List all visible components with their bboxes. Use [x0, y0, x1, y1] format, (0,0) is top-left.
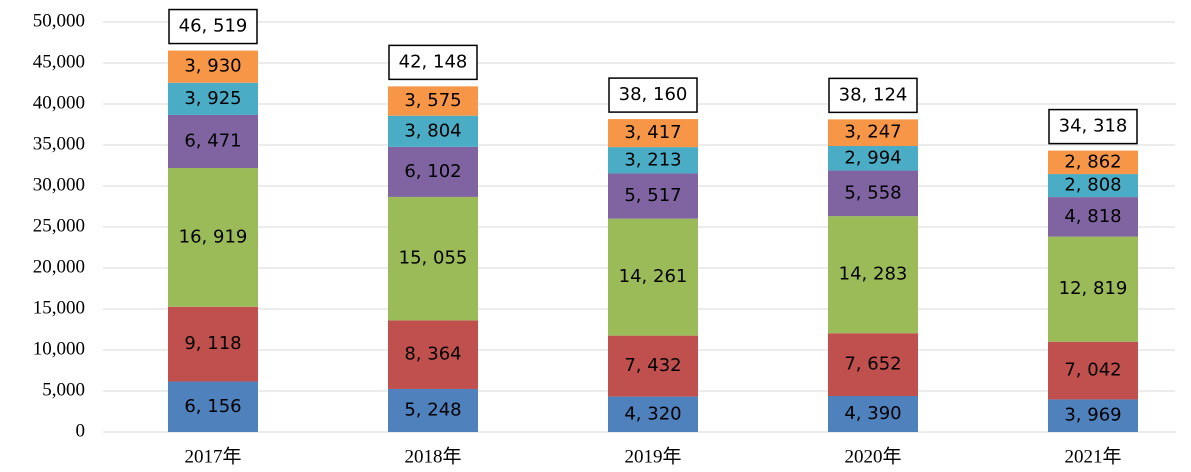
segment-label: 3, 247 [844, 122, 901, 143]
segment-label: 3, 575 [404, 90, 461, 111]
y-tick-label: 5,000 [42, 379, 85, 400]
total-box [168, 8, 258, 45]
total-label: 42, 148 [399, 51, 468, 72]
bar-segment [1048, 399, 1138, 432]
bar-segment [608, 119, 698, 148]
segment-label: 3, 925 [184, 88, 241, 109]
x-tick-label: 2017年 [184, 445, 241, 467]
total-box [388, 44, 478, 81]
bar-segment [388, 320, 478, 389]
total-label: 46, 519 [179, 16, 248, 37]
segment-label: 2, 808 [1064, 175, 1121, 196]
bar-segment [168, 82, 258, 115]
x-tick-label: 2021年 [1064, 445, 1121, 467]
segment-label: 6, 102 [404, 161, 461, 182]
bar-segment [168, 50, 258, 83]
segment-label: 4, 320 [624, 403, 681, 424]
segment-label: 7, 432 [624, 355, 681, 376]
bar-segment [608, 218, 698, 336]
segment-label: 2, 862 [1064, 151, 1121, 172]
total-label: 38, 124 [839, 84, 908, 105]
segment-label: 4, 390 [844, 403, 901, 424]
segment-label: 9, 118 [184, 333, 241, 354]
bar-segment [388, 86, 478, 116]
bar-segment [1048, 197, 1138, 237]
y-tick-label: 35,000 [33, 133, 85, 154]
bar-segment [828, 170, 918, 217]
y-tick-label: 10,000 [33, 338, 85, 359]
bar-segment [168, 306, 258, 382]
bar-segment [388, 388, 478, 432]
bar-segment [608, 173, 698, 219]
y-tick-label: 25,000 [33, 215, 85, 236]
segment-label: 4, 818 [1064, 206, 1121, 227]
segment-label: 6, 471 [184, 130, 241, 151]
segment-label: 14, 283 [839, 264, 908, 285]
segment-label: 2, 994 [844, 147, 901, 168]
total-label: 34, 318 [1059, 116, 1128, 137]
bar-segment [1048, 174, 1138, 198]
segment-label: 16, 919 [179, 226, 248, 247]
segment-label: 6, 156 [184, 396, 241, 417]
total-label: 38, 160 [619, 84, 688, 105]
y-tick-label: 0 [76, 420, 86, 441]
bar-segment [388, 196, 478, 321]
bar-segment [608, 147, 698, 174]
segment-label: 15, 055 [399, 248, 468, 269]
segment-label: 5, 248 [404, 399, 461, 420]
bar-segment [828, 216, 918, 334]
bar-segment [828, 333, 918, 397]
bar-segment [1048, 150, 1138, 175]
segment-label: 7, 042 [1064, 360, 1121, 381]
x-tick-label: 2019年 [624, 445, 681, 467]
bar-segment [828, 146, 918, 171]
segment-label: 3, 969 [1064, 405, 1121, 426]
segment-label: 3, 417 [624, 122, 681, 143]
bar-segment [1048, 236, 1138, 342]
y-tick-label: 45,000 [33, 51, 85, 72]
segment-label: 12, 819 [1059, 278, 1128, 299]
segment-label: 3, 804 [404, 120, 461, 141]
y-tick-label: 30,000 [33, 174, 85, 195]
bar-segment [1048, 341, 1138, 400]
total-box [828, 77, 918, 114]
bar-segment [828, 119, 918, 147]
segment-label: 5, 558 [844, 182, 901, 203]
segment-label: 7, 652 [844, 354, 901, 375]
segment-label: 5, 517 [624, 185, 681, 206]
bar-segment [608, 335, 698, 397]
bar-segment [388, 146, 478, 197]
x-tick-label: 2018年 [404, 445, 461, 467]
y-tick-label: 20,000 [33, 256, 85, 277]
total-box [1048, 108, 1138, 145]
bar-segment [828, 396, 918, 432]
segment-label: 14, 261 [619, 266, 688, 287]
bar-segment [388, 115, 478, 147]
bar-segment [168, 168, 258, 307]
bar-segment [608, 396, 698, 432]
bar-segment [168, 381, 258, 432]
y-tick-label: 40,000 [33, 92, 85, 113]
segment-label: 8, 364 [404, 344, 461, 365]
bar-segment [168, 114, 258, 169]
segment-label: 3, 930 [184, 56, 241, 77]
y-tick-label: 50,000 [33, 10, 85, 31]
total-box [608, 77, 698, 113]
y-tick-label: 15,000 [33, 297, 85, 318]
segment-label: 3, 213 [624, 149, 681, 170]
x-tick-label: 2020年 [844, 445, 901, 467]
